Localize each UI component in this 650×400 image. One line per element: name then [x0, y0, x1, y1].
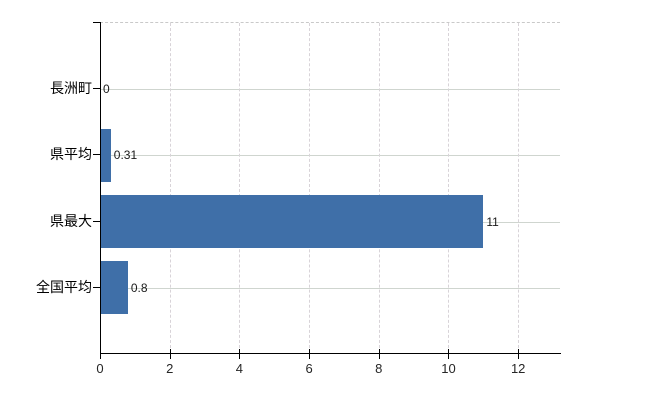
- bar: [100, 195, 484, 249]
- vertical-gridline: [378, 23, 380, 353]
- y-axis-tick: [93, 154, 100, 156]
- vertical-gridline: [309, 23, 311, 353]
- x-axis-tick: [518, 349, 520, 359]
- x-tick-label: 8: [375, 361, 383, 376]
- bar-value-label: 0: [103, 82, 110, 97]
- x-tick-label: 0: [96, 361, 104, 376]
- y-axis-tick: [93, 88, 100, 90]
- plot-area: 0 0.31 11 0.8: [100, 22, 560, 353]
- x-axis-tick: [309, 349, 311, 359]
- horizontal-gridline: [100, 89, 560, 91]
- category-label: 全国平均: [36, 278, 92, 295]
- x-tick-label: 4: [235, 361, 243, 376]
- x-axis-tick: [378, 349, 380, 359]
- x-axis-line: [100, 353, 561, 354]
- y-axis-tick: [93, 286, 100, 288]
- vertical-gridline: [169, 23, 171, 353]
- category-label: 県最大: [50, 212, 92, 229]
- horizontal-gridline: [100, 155, 560, 157]
- x-axis-tick: [100, 349, 101, 359]
- horizontal-gridline: [100, 287, 560, 289]
- x-tick-label: 10: [441, 361, 456, 376]
- vertical-gridline: [239, 23, 241, 353]
- bar: [100, 128, 111, 182]
- x-tick-label: 6: [305, 361, 313, 376]
- category-label: 長洲町: [50, 80, 92, 97]
- bar: [100, 261, 128, 315]
- category-label: 県平均: [50, 146, 92, 163]
- vertical-gridline: [518, 23, 520, 353]
- x-tick-label: 12: [510, 361, 526, 376]
- x-axis-tick: [448, 349, 450, 359]
- x-axis-tick: [239, 349, 241, 359]
- vertical-gridline: [448, 23, 450, 353]
- bar-value-label: 0.31: [113, 148, 138, 163]
- bar-value-label: 11: [486, 214, 499, 229]
- y-axis-line: [100, 22, 101, 353]
- x-tick-label: 2: [166, 361, 174, 376]
- bar-value-label: 0.8: [130, 280, 148, 295]
- y-axis-tick: [93, 22, 100, 23]
- y-axis-tick: [93, 220, 100, 222]
- x-axis-tick: [169, 349, 171, 359]
